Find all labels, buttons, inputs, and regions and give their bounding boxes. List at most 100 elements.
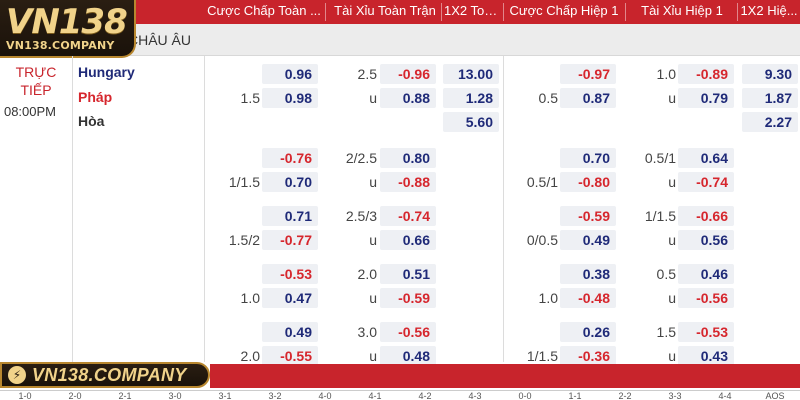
h1-ou-under-label: u — [668, 348, 676, 364]
lightning-icon: ⚡ — [8, 366, 26, 384]
column-separator — [204, 56, 205, 362]
ft-ou-line: 2.5/3 — [345, 208, 377, 224]
h1-ou-line: 1.5 — [656, 324, 676, 340]
ft-ou-line: 3.0 — [357, 324, 377, 340]
h1-ou-under-label: u — [668, 174, 676, 190]
h1-ou-under-odd[interactable]: -0.56 — [678, 288, 734, 308]
correct-score-label[interactable]: 3-1 — [218, 391, 232, 400]
h1-handicap-away-odd[interactable]: -0.80 — [560, 172, 616, 192]
match-time: 08:00PM — [3, 104, 57, 119]
correct-score-label[interactable]: 3-3 — [668, 391, 682, 400]
ft-1x2-away-odd[interactable]: 1.28 — [443, 88, 499, 108]
ft-handicap-line: 1.5 — [240, 90, 260, 106]
h1-1x2-away-odd[interactable]: 1.87 — [742, 88, 798, 108]
correct-score-label[interactable]: 1-0 — [18, 391, 32, 400]
h1-ou-over-odd[interactable]: -0.89 — [678, 64, 734, 84]
ft-handicap-away-odd[interactable]: 0.98 — [262, 88, 318, 108]
ft-handicap-away-odd[interactable]: 0.70 — [262, 172, 318, 192]
correct-score-label[interactable]: 3-2 — [268, 391, 282, 400]
correct-score-label[interactable]: 0-0 — [518, 391, 532, 400]
h1-handicap-line: 1.0 — [538, 290, 558, 306]
ft-handicap-away-odd[interactable]: -0.55 — [262, 346, 318, 366]
bottom-brand-banner: ⚡ VN138.COMPANY — [0, 362, 210, 388]
correct-score-label[interactable]: 4-0 — [318, 391, 332, 400]
h1-handicap-line: 0.5 — [538, 90, 558, 106]
correct-score-label[interactable]: 2-1 — [118, 391, 132, 400]
ft-handicap-home-odd[interactable]: -0.76 — [262, 148, 318, 168]
h1-handicap-home-odd[interactable]: 0.26 — [560, 322, 616, 342]
h1-handicap-away-odd[interactable]: 0.49 — [560, 230, 616, 250]
correct-score-label[interactable]: 2-2 — [618, 391, 632, 400]
header-divider — [325, 3, 326, 21]
h1-ou-line: 0.5/1 — [644, 150, 676, 166]
h1-handicap-away-odd[interactable]: -0.36 — [560, 346, 616, 366]
ft-handicap-line: 1.0 — [240, 290, 260, 306]
h1-ou-over-odd[interactable]: 0.64 — [678, 148, 734, 168]
ft-ou-under-odd[interactable]: 0.66 — [380, 230, 436, 250]
correct-score-label[interactable]: 2-0 — [68, 391, 82, 400]
correct-score-label[interactable]: 3-0 — [168, 391, 182, 400]
ft-ou-under-label: u — [369, 174, 377, 190]
correct-score-label[interactable]: 1-1 — [568, 391, 582, 400]
correct-score-row — [0, 390, 800, 400]
ft-handicap-home-odd[interactable]: 0.71 — [262, 206, 318, 226]
ft-ou-under-odd[interactable]: 0.48 — [380, 346, 436, 366]
ft-ou-under-odd[interactable]: 0.88 — [380, 88, 436, 108]
h1-ou-line: 1/1.5 — [644, 208, 676, 224]
ft-1x2-home-odd[interactable]: 13.00 — [443, 64, 499, 84]
h1-handicap-home-odd[interactable]: 0.70 — [560, 148, 616, 168]
ft-handicap-away-odd[interactable]: 0.47 — [262, 288, 318, 308]
ft-handicap-away-odd[interactable]: -0.77 — [262, 230, 318, 250]
col-h1-handicap[interactable]: Cược Chấp Hiệp 1 — [509, 3, 619, 18]
team-draw[interactable]: Hòa — [78, 113, 105, 129]
h1-ou-line: 0.5 — [656, 266, 676, 282]
bottom-red-strip — [210, 364, 800, 388]
team-home[interactable]: Hungary — [78, 64, 135, 80]
brand-logo: VN138 VN138.COMPANY — [0, 0, 136, 58]
ft-ou-under-label: u — [369, 290, 377, 306]
ft-handicap-home-odd[interactable]: 0.49 — [262, 322, 318, 342]
h1-handicap-away-odd[interactable]: -0.48 — [560, 288, 616, 308]
h1-ou-under-label: u — [668, 290, 676, 306]
h1-ou-under-odd[interactable]: -0.74 — [678, 172, 734, 192]
h1-ou-under-odd[interactable]: 0.43 — [678, 346, 734, 366]
h1-ou-under-odd[interactable]: 0.79 — [678, 88, 734, 108]
live-status: TRỰC — [15, 64, 57, 80]
h1-handicap-away-odd[interactable]: 0.87 — [560, 88, 616, 108]
col-h1-1x2[interactable]: 1X2 Hiệ... — [740, 3, 798, 18]
col-ft-handicap[interactable]: Cược Chấp Toàn ... — [207, 3, 321, 18]
h1-ou-over-odd[interactable]: -0.66 — [678, 206, 734, 226]
h1-ou-under-odd[interactable]: 0.56 — [678, 230, 734, 250]
col-h1-over-under[interactable]: Tài Xỉu Hiệp 1 — [641, 3, 723, 18]
col-ft-1x2[interactable]: 1X2 Toà... — [444, 3, 502, 18]
correct-score-label[interactable]: AOS — [765, 391, 785, 400]
h1-ou-under-label: u — [668, 232, 676, 248]
h1-ou-over-odd[interactable]: -0.53 — [678, 322, 734, 342]
h1-1x2-home-odd[interactable]: 9.30 — [742, 64, 798, 84]
ft-ou-over-odd[interactable]: -0.96 — [380, 64, 436, 84]
correct-score-label[interactable]: 4-1 — [368, 391, 382, 400]
ft-1x2-draw-odd[interactable]: 5.60 — [443, 112, 499, 132]
correct-score-label[interactable]: 4-4 — [718, 391, 732, 400]
col-ft-over-under[interactable]: Tài Xỉu Toàn Trận — [334, 3, 436, 18]
ft-ou-under-odd[interactable]: -0.59 — [380, 288, 436, 308]
h1-1x2-draw-odd[interactable]: 2.27 — [742, 112, 798, 132]
h1-handicap-home-odd[interactable]: -0.97 — [560, 64, 616, 84]
correct-score-label[interactable]: 4-2 — [418, 391, 432, 400]
correct-score-label[interactable]: 4-3 — [468, 391, 482, 400]
ft-ou-over-odd[interactable]: 0.80 — [380, 148, 436, 168]
team-away[interactable]: Pháp — [78, 89, 113, 105]
h1-handicap-home-odd[interactable]: 0.38 — [560, 264, 616, 284]
header-divider — [737, 3, 738, 21]
h1-handicap-home-odd[interactable]: -0.59 — [560, 206, 616, 226]
ft-ou-over-odd[interactable]: 0.51 — [380, 264, 436, 284]
h1-ou-over-odd[interactable]: 0.46 — [678, 264, 734, 284]
ft-ou-over-odd[interactable]: -0.56 — [380, 322, 436, 342]
ft-handicap-home-odd[interactable]: -0.53 — [262, 264, 318, 284]
ft-ou-over-odd[interactable]: -0.74 — [380, 206, 436, 226]
ft-ou-under-odd[interactable]: -0.88 — [380, 172, 436, 192]
header-divider — [441, 3, 442, 21]
ft-handicap-line: 1.5/2 — [228, 232, 260, 248]
header-divider — [503, 3, 504, 21]
ft-handicap-home-odd[interactable]: 0.96 — [262, 64, 318, 84]
